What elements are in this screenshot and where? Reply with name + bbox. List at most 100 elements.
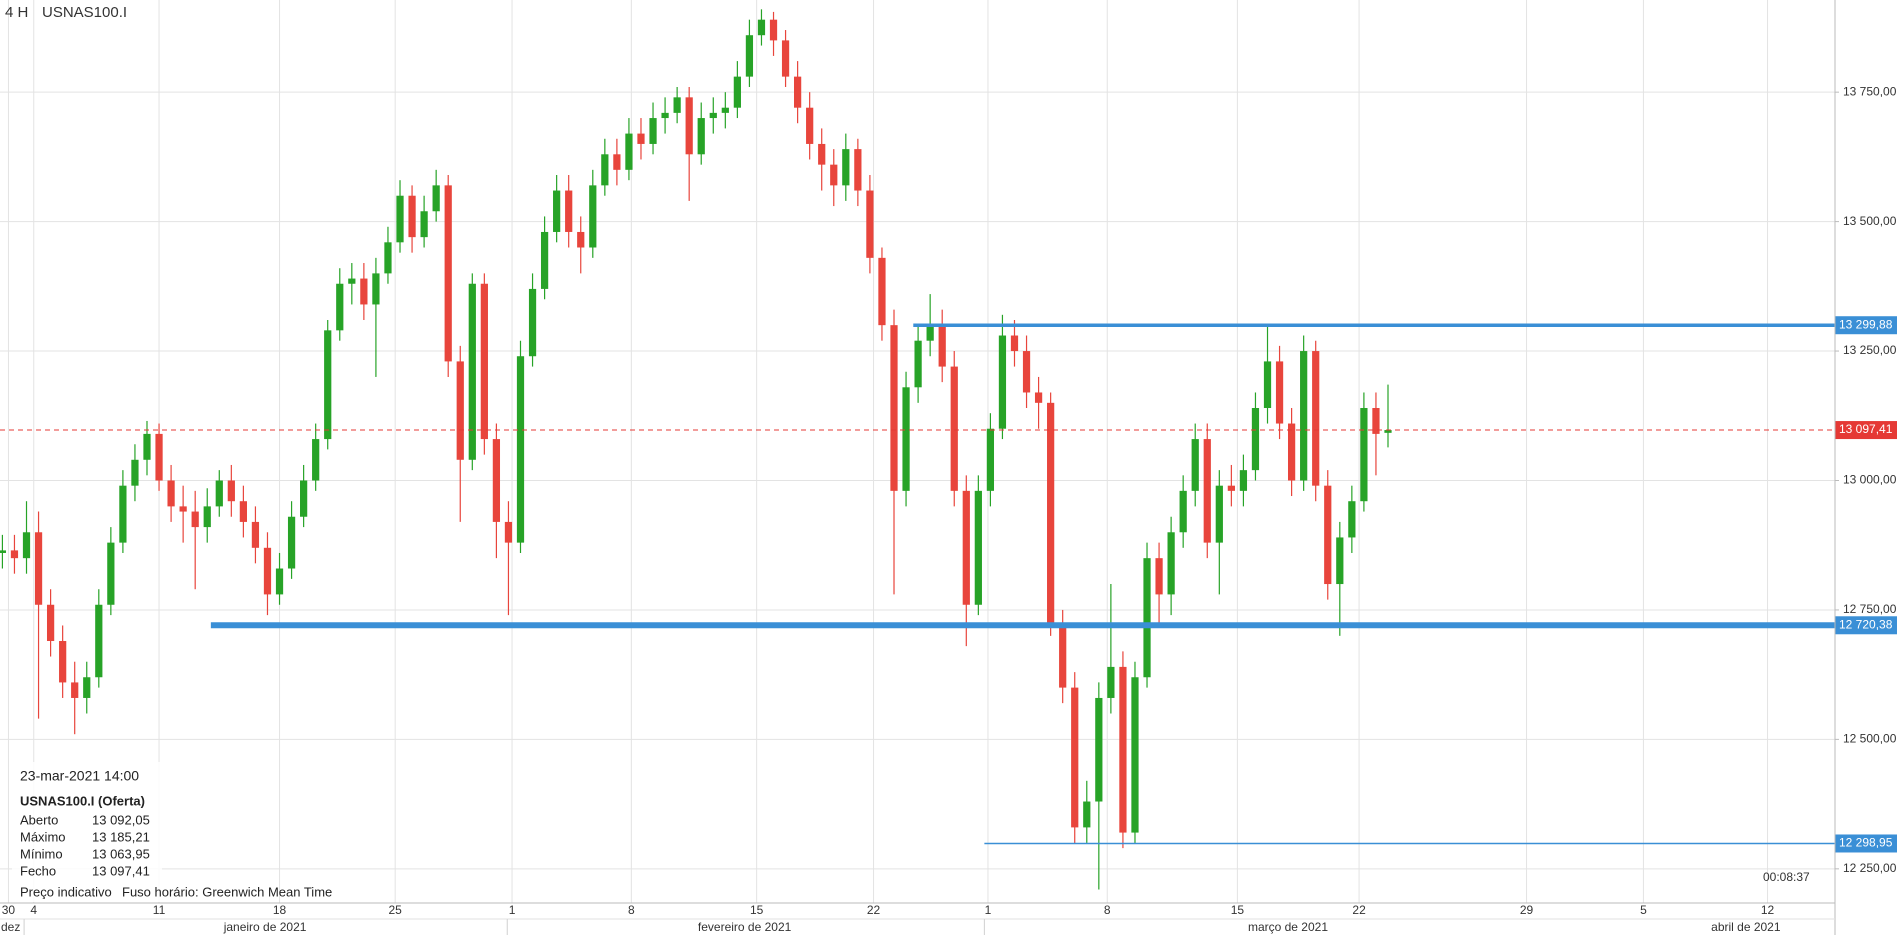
candle-body <box>83 677 91 698</box>
month-label: dez <box>1 920 20 934</box>
candle-body <box>191 511 199 528</box>
y-tick-label: 13 000,00 <box>1843 473 1897 487</box>
candle-body <box>360 278 368 305</box>
candle-body <box>528 288 537 357</box>
candle-body <box>107 542 115 605</box>
candle-body <box>540 231 549 289</box>
grid <box>0 0 1835 903</box>
y-tick-label: 12 500,00 <box>1843 732 1897 746</box>
candle-body <box>589 185 597 248</box>
x-tick-label: 8 <box>628 903 635 917</box>
candle-body <box>1300 351 1308 481</box>
candle-body <box>275 568 284 595</box>
candle-body <box>324 330 332 440</box>
info-datetime: 23-mar-2021 14:00 <box>20 768 139 784</box>
candle-body <box>553 190 561 232</box>
info-timezone: Fuso horário: Greenwich Mean Time <box>122 884 332 899</box>
candle-body <box>492 439 501 522</box>
candle-body <box>227 480 235 502</box>
month-label: abril de 2021 <box>1711 920 1781 934</box>
candle-body <box>348 278 356 284</box>
candle-body <box>131 459 139 486</box>
candle-body <box>1203 439 1211 543</box>
candle-body <box>697 118 705 155</box>
y-tick-label: 13 750,00 <box>1843 84 1897 98</box>
candle-body <box>842 149 850 186</box>
candle-body <box>71 682 79 698</box>
candle-body <box>1119 666 1127 833</box>
candle-body <box>1215 485 1223 543</box>
candle-body <box>745 35 754 77</box>
candle-body <box>866 190 874 258</box>
level-tag <box>1835 421 1897 440</box>
candle-body <box>444 185 452 362</box>
candle-body <box>119 485 127 543</box>
candle-body <box>1167 532 1175 595</box>
candle-body <box>806 107 814 144</box>
candle-body <box>456 361 464 460</box>
info-key: Mínimo <box>20 846 63 861</box>
candle-body <box>10 550 19 559</box>
info-key: Máximo <box>20 829 66 844</box>
candle-body <box>757 19 766 36</box>
candle-body <box>59 641 67 683</box>
x-tick-label: 1 <box>985 903 992 917</box>
candle-body <box>709 112 717 119</box>
candle-body <box>986 428 995 491</box>
candle-body <box>577 231 585 248</box>
info-value: 13 185,21 <box>92 829 150 844</box>
candle-body <box>613 154 621 170</box>
y-tick-label: 13 500,00 <box>1843 214 1897 228</box>
candle-body <box>95 604 103 678</box>
candle-body <box>625 133 633 170</box>
symbol: USNAS100.I <box>42 4 127 21</box>
x-tick-label: 22 <box>1352 903 1366 917</box>
y-tick-label: 12 750,00 <box>1843 602 1897 616</box>
candle-body <box>516 356 525 543</box>
candle-body <box>794 76 802 108</box>
candle-body <box>167 480 175 507</box>
candle-body <box>685 97 693 155</box>
x-tick-label: 18 <box>273 903 287 917</box>
candle-body <box>974 490 982 605</box>
levels: 13 299,88 12 720,38 12 298,95 13 097,41 <box>0 316 1897 853</box>
level-label: 12 298,95 <box>1839 836 1893 850</box>
candle-body <box>0 550 7 553</box>
y-tick-label: 13 250,00 <box>1843 343 1897 357</box>
candle-body <box>384 242 392 274</box>
level-tag <box>1835 834 1897 853</box>
info-value: 13 097,41 <box>92 863 150 878</box>
candle-body <box>854 149 862 191</box>
candle-body <box>733 76 741 108</box>
candle-body <box>215 480 223 507</box>
x-tick-label: 5 <box>1640 903 1647 917</box>
x-tick-label: 1 <box>509 903 516 917</box>
candle-body <box>962 490 970 605</box>
candle-body <box>480 283 488 440</box>
candle-body <box>420 211 428 238</box>
month-label: março de 2021 <box>1248 920 1328 934</box>
candle-body <box>649 118 657 144</box>
candle-body <box>203 506 211 528</box>
x-tick-label: 8 <box>1104 903 1111 917</box>
candle-body <box>1324 485 1332 585</box>
candle-body <box>1191 439 1199 491</box>
x-tick-label: 29 <box>1520 903 1534 917</box>
info-key: Fecho <box>20 863 56 878</box>
candle-body <box>1336 537 1344 585</box>
candle-body <box>1095 697 1103 802</box>
candle-body <box>1360 408 1368 502</box>
candle-body <box>565 190 573 232</box>
candle-body <box>1384 430 1392 433</box>
x-tick-label: 25 <box>389 903 403 917</box>
candle-body <box>1010 335 1019 352</box>
x-tick-label: 30 <box>2 903 16 917</box>
candle-body <box>372 273 380 305</box>
candle-body <box>239 501 247 522</box>
info-value: 13 092,05 <box>92 812 150 827</box>
x-tick-label: 11 <box>153 903 166 917</box>
candle-body <box>1131 677 1139 833</box>
candle-body <box>1059 625 1067 688</box>
candle-body <box>251 521 260 548</box>
